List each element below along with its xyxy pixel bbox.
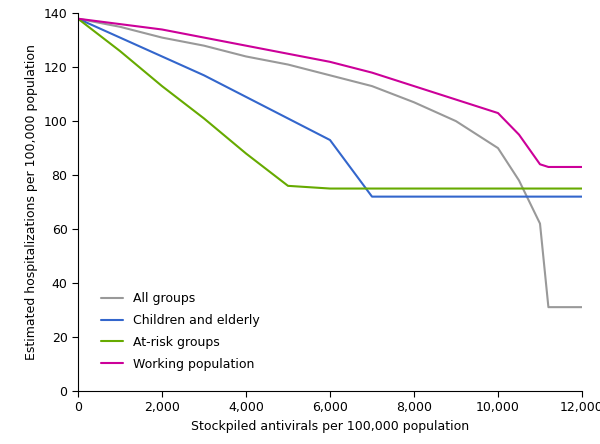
At-risk groups (200, 116, 208, 121)
All groups (515, 178, 523, 183)
Children and elderly (536, 194, 544, 199)
Line: Working population: Working population (78, 19, 582, 167)
Children and elderly (200, 73, 208, 78)
Children and elderly (494, 194, 502, 199)
Children and elderly (116, 35, 124, 40)
Children and elderly (368, 194, 376, 199)
Working population (452, 97, 460, 102)
Children and elderly (578, 194, 586, 199)
Children and elderly (242, 94, 250, 99)
Working population (536, 162, 544, 167)
At-risk groups (494, 186, 502, 191)
Line: Children and elderly: Children and elderly (78, 19, 582, 197)
Working population (410, 83, 418, 89)
Working population (494, 111, 502, 116)
Working population (116, 21, 124, 27)
All groups (200, 43, 208, 48)
Y-axis label: Estimated hospitalizations per 100,000 population: Estimated hospitalizations per 100,000 p… (25, 44, 38, 360)
Children and elderly (74, 16, 82, 21)
Line: At-risk groups: At-risk groups (78, 19, 582, 189)
Children and elderly (284, 116, 292, 121)
All groups (452, 119, 460, 124)
At-risk groups (326, 186, 334, 191)
Working population (74, 16, 82, 21)
All groups (158, 35, 166, 40)
All groups (242, 54, 250, 59)
Children and elderly (410, 194, 418, 199)
All groups (536, 221, 544, 226)
Working population (242, 43, 250, 48)
All groups (326, 73, 334, 78)
All groups (284, 62, 292, 67)
All groups (410, 99, 418, 105)
All groups (116, 24, 124, 29)
At-risk groups (410, 186, 418, 191)
At-risk groups (368, 186, 376, 191)
Legend: All groups, Children and elderly, At-risk groups, Working population: All groups, Children and elderly, At-ris… (94, 286, 266, 377)
Working population (515, 132, 523, 137)
At-risk groups (452, 186, 460, 191)
X-axis label: Stockpiled antivirals per 100,000 population: Stockpiled antivirals per 100,000 popula… (191, 420, 469, 433)
Working population (326, 59, 334, 64)
At-risk groups (284, 183, 292, 189)
All groups (74, 16, 82, 21)
All groups (494, 146, 502, 151)
At-risk groups (536, 186, 544, 191)
At-risk groups (578, 186, 586, 191)
Working population (578, 164, 586, 170)
At-risk groups (74, 16, 82, 21)
Working population (368, 70, 376, 75)
At-risk groups (158, 83, 166, 89)
All groups (578, 305, 586, 310)
Line: All groups: All groups (78, 19, 582, 307)
Children and elderly (158, 54, 166, 59)
Working population (200, 35, 208, 40)
At-risk groups (242, 151, 250, 156)
Working population (284, 51, 292, 56)
Children and elderly (326, 137, 334, 143)
All groups (545, 305, 552, 310)
Children and elderly (452, 194, 460, 199)
At-risk groups (116, 48, 124, 54)
All groups (368, 83, 376, 89)
Working population (545, 164, 552, 170)
Working population (158, 27, 166, 32)
